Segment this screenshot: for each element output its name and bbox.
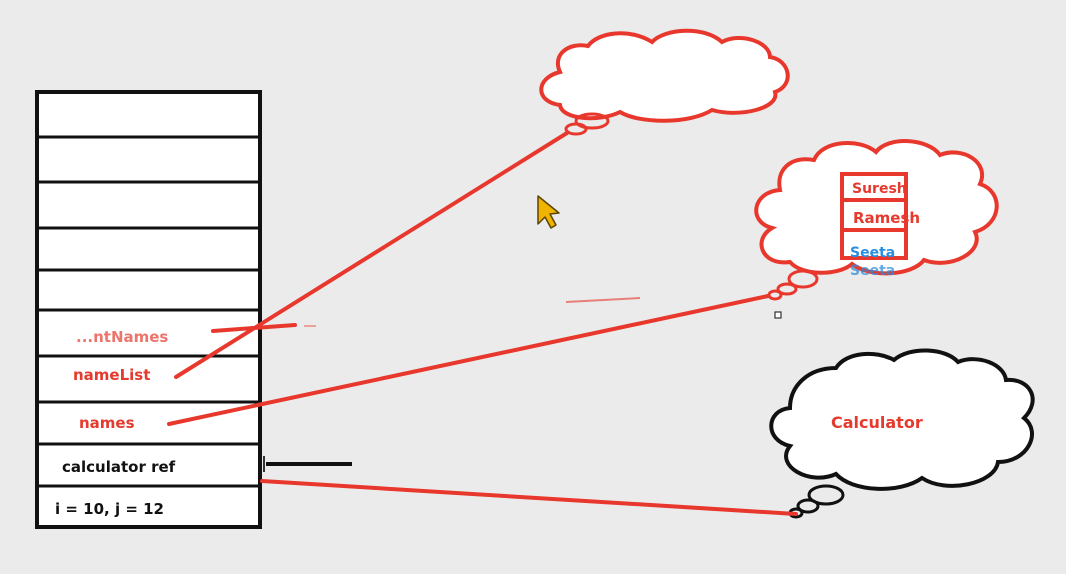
heap-cloud-calculator: Calculator [769, 348, 1035, 519]
cloud-outline [769, 348, 1035, 491]
mouse-cursor-icon [537, 195, 560, 229]
selection-handle-icon [774, 311, 782, 319]
cloud-bubble [776, 282, 798, 296]
reference-lines [167, 131, 798, 516]
stack-label-primitives: i = 10, j = 12 [55, 500, 164, 518]
array-item-ramesh: Ramesh [853, 209, 920, 227]
array-item-suresh: Suresh [852, 181, 907, 197]
ref-line-calculator [260, 479, 798, 516]
array-outline [840, 172, 908, 260]
cloud-bubble [796, 498, 820, 514]
cloud-bubble [807, 484, 845, 506]
cloud-bubble [767, 289, 783, 301]
calculator-label: Calculator [831, 413, 923, 432]
stack-label-calculator-ref: calculator ref [62, 458, 176, 476]
stack-label-names: names [79, 414, 135, 432]
ref-line-namelist [174, 131, 569, 379]
stack-column: ...ntNames nameList names calculator ref… [35, 90, 262, 529]
cloud-outline [754, 139, 999, 276]
cloud-bubble [787, 269, 819, 289]
ref-line-names [167, 294, 770, 426]
stack-label-partial: ...ntNames [76, 328, 168, 346]
heap-cloud-string-array: Suresh Ramesh Seeta Seeta [754, 139, 999, 301]
array-item-ghost: Seeta [850, 263, 895, 279]
cloud-bubble [574, 112, 610, 130]
stroke-fragment [565, 297, 641, 303]
cloud-outline [539, 28, 790, 123]
stack-label-namelist: nameList [73, 366, 150, 384]
cloud-bubble [564, 122, 588, 136]
heap-cloud-empty [539, 28, 790, 136]
array-item-seeta: Seeta [850, 245, 895, 261]
